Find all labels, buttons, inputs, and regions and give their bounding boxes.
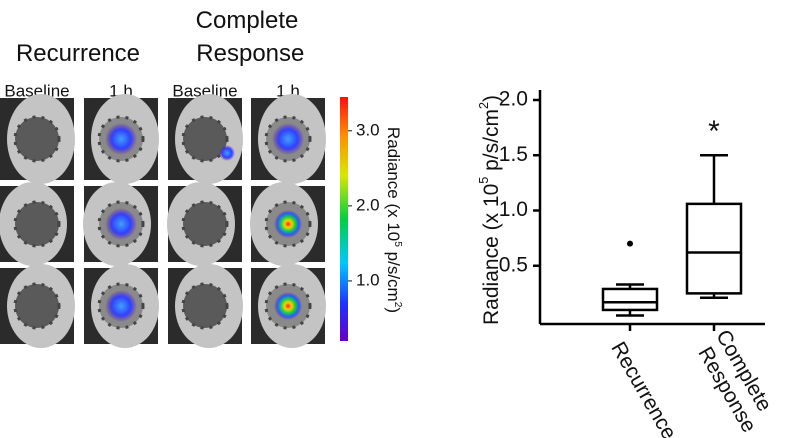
colorbar-tick-label: 1.0 (356, 270, 380, 289)
colorbar (340, 97, 348, 341)
group-title: Recurrence (16, 40, 140, 67)
group-title: Complete Response (190, 7, 305, 67)
column-label: Baseline (4, 81, 69, 100)
image-tumor (13, 282, 61, 330)
image-tumor (13, 115, 61, 163)
x-tick-label: Recurrence (607, 338, 681, 438)
label-part: ) (384, 307, 403, 313)
image-tumor (181, 115, 229, 163)
label-part: Radiance (x 10 (480, 184, 503, 325)
outlier (627, 240, 633, 247)
significance-mark: * (708, 115, 720, 148)
colorbar-label: Radiance (x 105 p/s/cm2) (384, 127, 403, 313)
colorbar-tick-label: 3.0 (356, 120, 380, 139)
label-part: p/s/cm (480, 109, 503, 177)
colorbar-tick-label: 2.0 (356, 195, 380, 214)
signal (219, 145, 235, 161)
box (601, 287, 659, 312)
signal (274, 210, 302, 238)
image-tumor (181, 282, 229, 330)
box (685, 202, 743, 295)
label-part: Radiance (x 10 (384, 127, 403, 241)
image-tumor (181, 200, 229, 248)
signal (105, 123, 137, 155)
signal (105, 290, 137, 322)
signal (105, 208, 137, 240)
y-tick-label: 1.0 (499, 198, 528, 221)
label-part: 2 (477, 102, 491, 109)
y-tick-label: 1.5 (499, 143, 528, 166)
label-part: ) (480, 95, 503, 102)
y-tick-label: 0.5 (499, 253, 528, 276)
column-label: Baseline (172, 81, 237, 100)
label-part: p/s/cm (384, 247, 403, 302)
label-part: 2 (392, 302, 403, 308)
signal (274, 292, 302, 320)
y-tick-label: 2.0 (499, 88, 528, 111)
x-tick-label: Complete Response (691, 326, 782, 436)
image-tumor (13, 200, 61, 248)
label-part: 5 (477, 177, 491, 184)
label-part: 5 (392, 241, 403, 247)
signal (272, 123, 304, 155)
y-axis-label: Radiance (x 105 p/s/cm2) (477, 95, 502, 325)
